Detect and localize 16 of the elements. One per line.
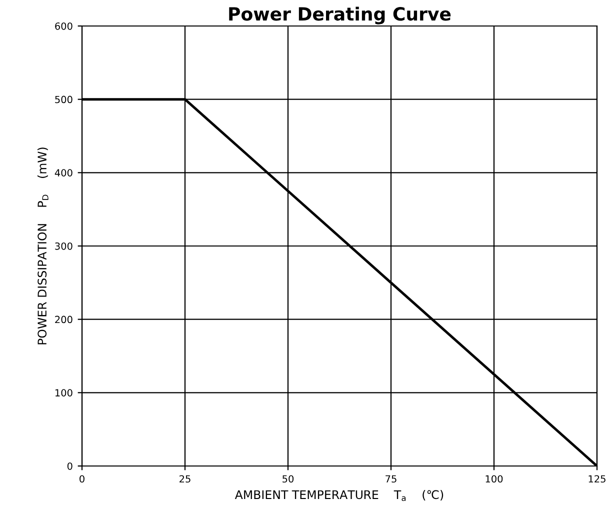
x-tick-label: 75 [386, 475, 396, 483]
x-tick-label: 125 [588, 475, 606, 483]
y-tick-label: 200 [55, 316, 72, 324]
text: POWER DISSIPATION P$_{D}$ (mW) [37, 148, 48, 344]
y-tick-label: 300 [55, 242, 72, 250]
y-tick-label: 500 [55, 96, 72, 104]
text: AMBIENT TEMPERATURE T$_{a}$ (℃) [234, 490, 444, 502]
x-tick-label: 50 [282, 475, 294, 483]
y-tick-label: 400 [54, 169, 72, 176]
x-tick-label: 25 [180, 475, 190, 483]
y-tick-label: 0 [67, 462, 72, 470]
y-tick-label: 100 [55, 389, 72, 396]
x-tick-label: 0 [80, 475, 84, 483]
x-tick-label: 100 [486, 475, 503, 483]
y-tick-label: 600 [55, 22, 72, 30]
chart-title: Power Derating Curve [229, 6, 451, 24]
